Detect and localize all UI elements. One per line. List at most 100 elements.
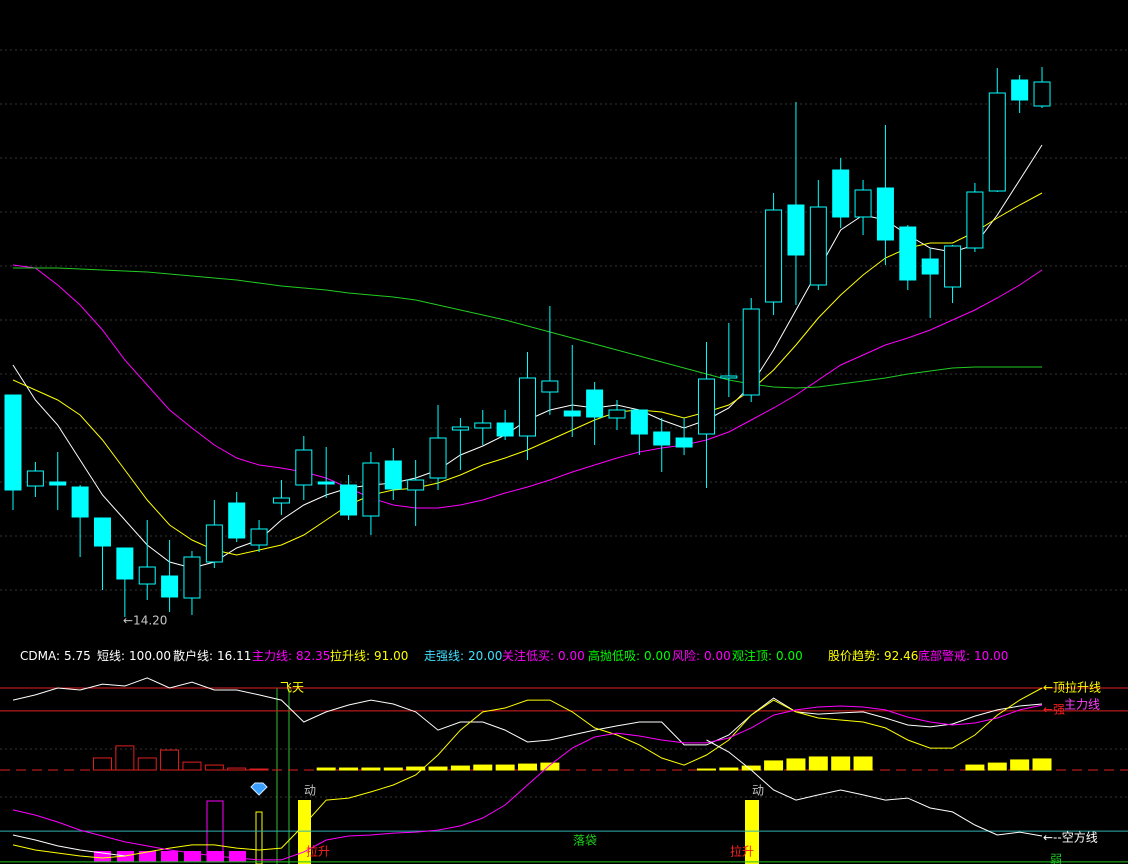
indicator-bar bbox=[1010, 759, 1030, 771]
indicator-bar bbox=[316, 767, 336, 771]
readout-value: 92.46 bbox=[884, 649, 918, 663]
indicator-readout: CDMA: 5.75 bbox=[20, 649, 91, 663]
readout-value: 0.00 bbox=[704, 649, 731, 663]
signal-block bbox=[745, 800, 759, 864]
candle-body bbox=[4, 394, 22, 491]
indicator-bar bbox=[361, 767, 381, 771]
candle-body bbox=[944, 245, 962, 288]
candle-body bbox=[295, 449, 313, 486]
readout-label: 风险: bbox=[672, 648, 700, 663]
moving-average-line bbox=[13, 267, 1042, 389]
indicator-bar bbox=[204, 764, 224, 771]
readout-label: 散户线: bbox=[173, 648, 213, 663]
indicator-readout: 观注顶: 0.00 bbox=[732, 648, 803, 663]
signal-block bbox=[229, 851, 246, 862]
candle-body bbox=[832, 169, 850, 218]
indicator-bar bbox=[339, 767, 359, 771]
readout-label: 主力线: bbox=[252, 649, 292, 663]
indicator-line bbox=[12, 704, 1043, 861]
indicator-bar bbox=[853, 756, 873, 771]
candle-body bbox=[765, 209, 783, 303]
indicator-bar bbox=[719, 767, 739, 771]
annotation: ←14.20 bbox=[123, 614, 167, 628]
candle-body bbox=[205, 524, 223, 563]
candle-body bbox=[116, 547, 134, 580]
indicator-readout: 主力线: 82.35 bbox=[252, 649, 330, 663]
candle-body bbox=[26, 470, 44, 487]
readout-label: CDMA: bbox=[20, 649, 60, 663]
candle-body bbox=[429, 437, 447, 479]
candle-body bbox=[496, 422, 514, 437]
annotation: 弱 bbox=[1050, 853, 1062, 864]
indicator-bar bbox=[383, 767, 403, 771]
indicator-line bbox=[12, 687, 1043, 859]
candle-body bbox=[451, 426, 469, 431]
candle-body bbox=[228, 502, 246, 539]
candle-body bbox=[787, 204, 805, 256]
candle-body bbox=[742, 308, 760, 396]
indicator-bar bbox=[428, 766, 448, 771]
indicator-bar bbox=[808, 756, 828, 771]
annotation: ←强 bbox=[1043, 703, 1065, 717]
indicator-bar bbox=[160, 749, 180, 771]
signal-block bbox=[184, 851, 201, 862]
readout-value: 5.75 bbox=[64, 649, 91, 663]
moving-average-line bbox=[12, 264, 1043, 509]
indicator-readout: 散户线: 16.11 bbox=[173, 648, 251, 663]
candle-body bbox=[921, 258, 939, 275]
indicator-bar bbox=[473, 764, 493, 771]
candle-body bbox=[809, 206, 827, 286]
annotation: 主力线 bbox=[1064, 698, 1100, 712]
candle-body bbox=[563, 410, 581, 417]
indicator-readout: 走强线: 20.00 bbox=[424, 649, 502, 663]
indicator-bar bbox=[182, 761, 202, 771]
indicator-bar bbox=[249, 768, 269, 771]
readout-label: 高抛低吸: bbox=[588, 648, 640, 663]
annotation: 拉升 bbox=[730, 844, 754, 859]
annotation: ←--空方线 bbox=[1043, 830, 1098, 845]
candle-body bbox=[653, 431, 671, 446]
indicator-readout: 股价趋势: 92.46 bbox=[828, 649, 918, 663]
readout-value: 0.00 bbox=[558, 649, 585, 663]
candle-body bbox=[474, 422, 492, 429]
indicator-bar bbox=[764, 760, 784, 771]
candle-body bbox=[183, 556, 201, 599]
indicator-bar bbox=[495, 764, 515, 771]
indicator-bar bbox=[227, 767, 247, 771]
candle-body bbox=[407, 479, 425, 491]
candle-body bbox=[854, 189, 872, 218]
candle-body bbox=[317, 481, 335, 485]
candle-body bbox=[1011, 79, 1029, 101]
indicator-bar bbox=[786, 758, 806, 771]
readout-label: 短线: bbox=[97, 649, 125, 663]
readout-value: 0.00 bbox=[644, 649, 671, 663]
signal-block bbox=[94, 851, 111, 862]
indicator-bar bbox=[137, 757, 157, 771]
candle-body bbox=[161, 575, 179, 598]
candle-body bbox=[876, 187, 894, 241]
candle-body bbox=[608, 409, 626, 419]
diamond-icon bbox=[250, 782, 268, 796]
annotation: 飞天 bbox=[280, 681, 304, 695]
annotation: 动 bbox=[304, 784, 316, 798]
candle-body bbox=[720, 375, 738, 379]
indicator-readout: 高抛低吸: 0.00 bbox=[588, 648, 671, 663]
signals bbox=[94, 688, 759, 864]
indicator-bar bbox=[540, 762, 560, 771]
indicator-readout: 底部警戒: 10.00 bbox=[918, 648, 1008, 663]
candle-body bbox=[362, 462, 380, 517]
readout-value: 16.11 bbox=[217, 649, 251, 663]
candle-body bbox=[1033, 81, 1051, 107]
candle-body bbox=[340, 484, 358, 516]
indicator-bar bbox=[450, 765, 470, 771]
candle-body bbox=[49, 481, 67, 486]
annotation: 拉升 bbox=[306, 844, 330, 859]
candle-body bbox=[675, 437, 693, 448]
indicator-bar bbox=[696, 768, 716, 771]
signal-block bbox=[139, 851, 156, 862]
readout-label: 走强线: bbox=[424, 649, 464, 663]
annotation: 动 bbox=[752, 784, 764, 798]
indicator-bar bbox=[92, 757, 112, 771]
signal-block bbox=[117, 851, 134, 862]
